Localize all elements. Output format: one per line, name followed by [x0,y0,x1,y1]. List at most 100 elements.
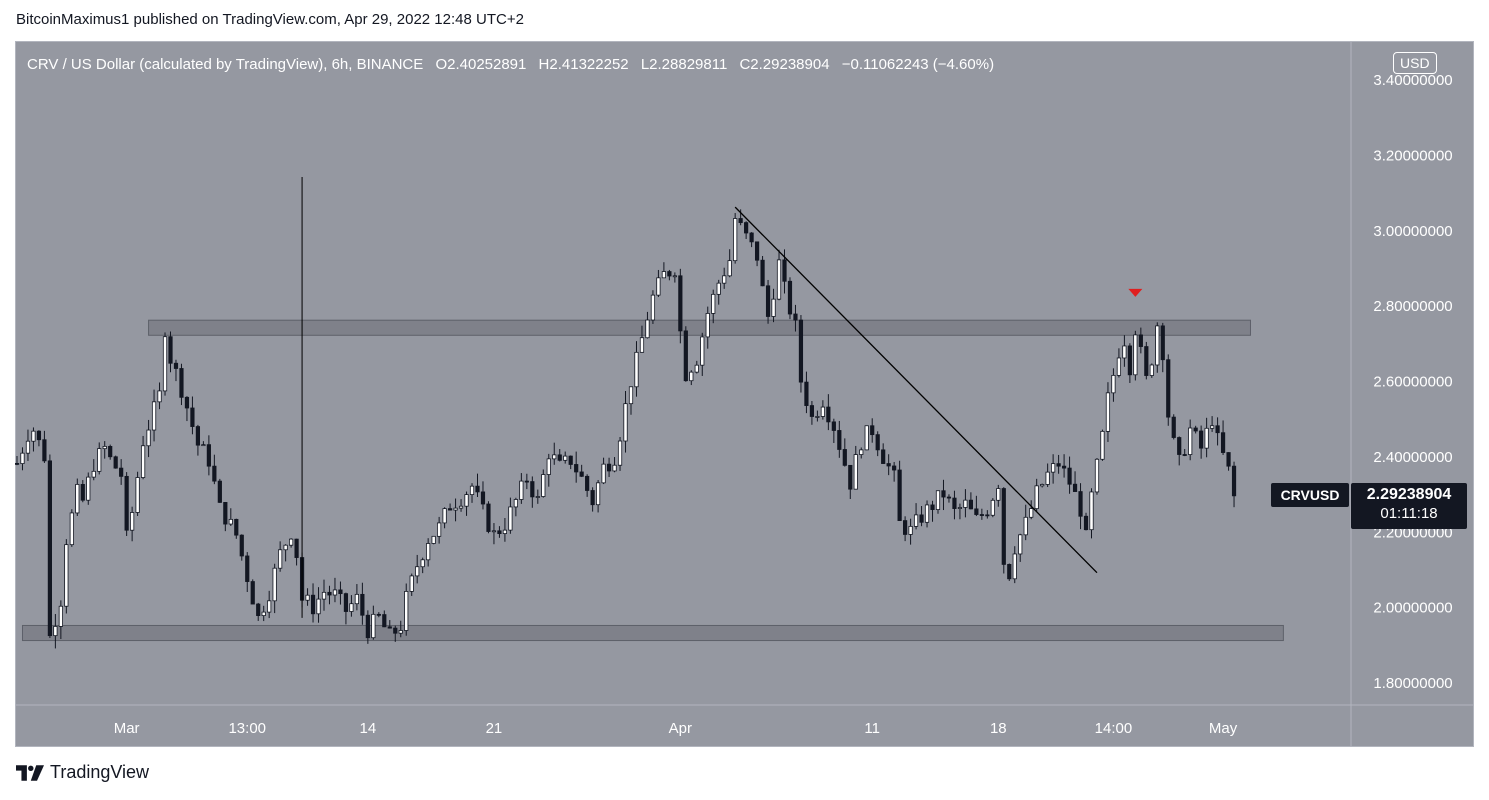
candle-body [437,522,442,537]
candle-body [1100,430,1105,460]
candle [546,453,551,487]
candle-body [733,218,738,262]
last-price-ticker: CRVUSD [1271,483,1349,507]
candle [1029,500,1034,520]
candle-body [1182,454,1187,456]
candle-body [694,364,699,373]
candle [837,420,842,458]
candle [1122,335,1127,367]
candle-body [486,503,491,532]
candle-body [124,475,129,531]
candle [601,457,606,485]
candle-body [979,514,984,516]
candle-body [130,512,135,531]
candle-body [661,271,666,279]
candle-body [552,454,557,460]
candle-body [639,337,645,353]
legend-close: C2.29238904 [739,56,830,73]
candle-body [1045,471,1050,485]
candle [930,500,935,522]
candle [234,518,239,539]
candle-body [842,449,847,466]
candle-body [1061,465,1067,469]
candle-body [831,421,836,431]
candle [1072,471,1078,492]
zones-layer [21,319,1284,642]
candle-body [338,589,343,595]
candle [1199,425,1204,459]
candle [195,424,201,456]
candle-body [31,430,36,442]
candle [97,442,102,475]
candle-body [1056,463,1061,467]
publisher-line: BitcoinMaximus1 published on TradingView… [16,11,524,28]
candle-body [480,491,486,505]
candle [420,557,425,574]
candle-body [332,589,338,596]
candle-body [387,626,392,629]
candle-body [990,499,995,516]
candle [722,267,727,289]
candle [1089,488,1094,539]
horizontal-zone-2 [21,624,1284,642]
candle-body [738,218,743,223]
candle-body [502,529,508,534]
price-chart[interactable]: 3.40000000 3.20000000 3.00000000 2.80000000… [15,41,1474,747]
candle [321,579,327,611]
candle-body [683,330,688,382]
candle-body [541,474,546,497]
candle [596,479,601,513]
candle-body [234,518,239,536]
candle [25,429,31,461]
candle-body [1012,553,1017,580]
candle-body [853,454,858,490]
candle-body [513,499,518,508]
candle-body [179,368,184,398]
currency-badge[interactable]: USD [1393,52,1437,74]
candle [480,481,486,510]
price-tick-label: 3.20000000 [1373,147,1452,164]
candle-body [1051,463,1056,473]
candle [1215,417,1220,446]
candle-body [815,416,820,418]
candle-body [36,430,42,441]
candle-body [579,471,584,477]
candle-body [420,559,425,568]
candle [957,503,963,520]
candle [744,221,749,239]
candle-body [69,512,74,546]
candle-body [897,469,902,521]
footer-brand[interactable]: TradingView [16,762,149,783]
candle [223,502,228,532]
candle [162,332,168,396]
candle-body [168,336,173,364]
candle-body [903,520,908,535]
candle-body [190,407,195,427]
candle [842,438,847,467]
candle [502,517,508,542]
candle [848,464,853,500]
candle-body [935,490,941,510]
candle [656,269,661,298]
candle-body [91,470,96,478]
candle [349,595,354,617]
price-tick-label: 1.80000000 [1373,675,1452,692]
candle [69,509,74,547]
candle [639,325,645,353]
time-axis[interactable]: Mar 13:00 14 21 Apr 11 18 14:00 May [114,720,1238,737]
candle-body [870,425,875,436]
candle-body [908,525,913,535]
candle-body [859,449,864,455]
candle-body [431,535,436,544]
candle-body [941,490,946,498]
candle-body [848,464,853,490]
candle-body [678,275,683,332]
candle [283,544,288,562]
candle-body [343,593,349,612]
candle-body [820,406,825,417]
candle-body [108,445,113,458]
candle [256,602,261,621]
candle-body [426,543,431,561]
candle-body [475,485,480,493]
price-axis[interactable]: 3.40000000 3.20000000 3.00000000 2.80000000… [1373,72,1452,692]
